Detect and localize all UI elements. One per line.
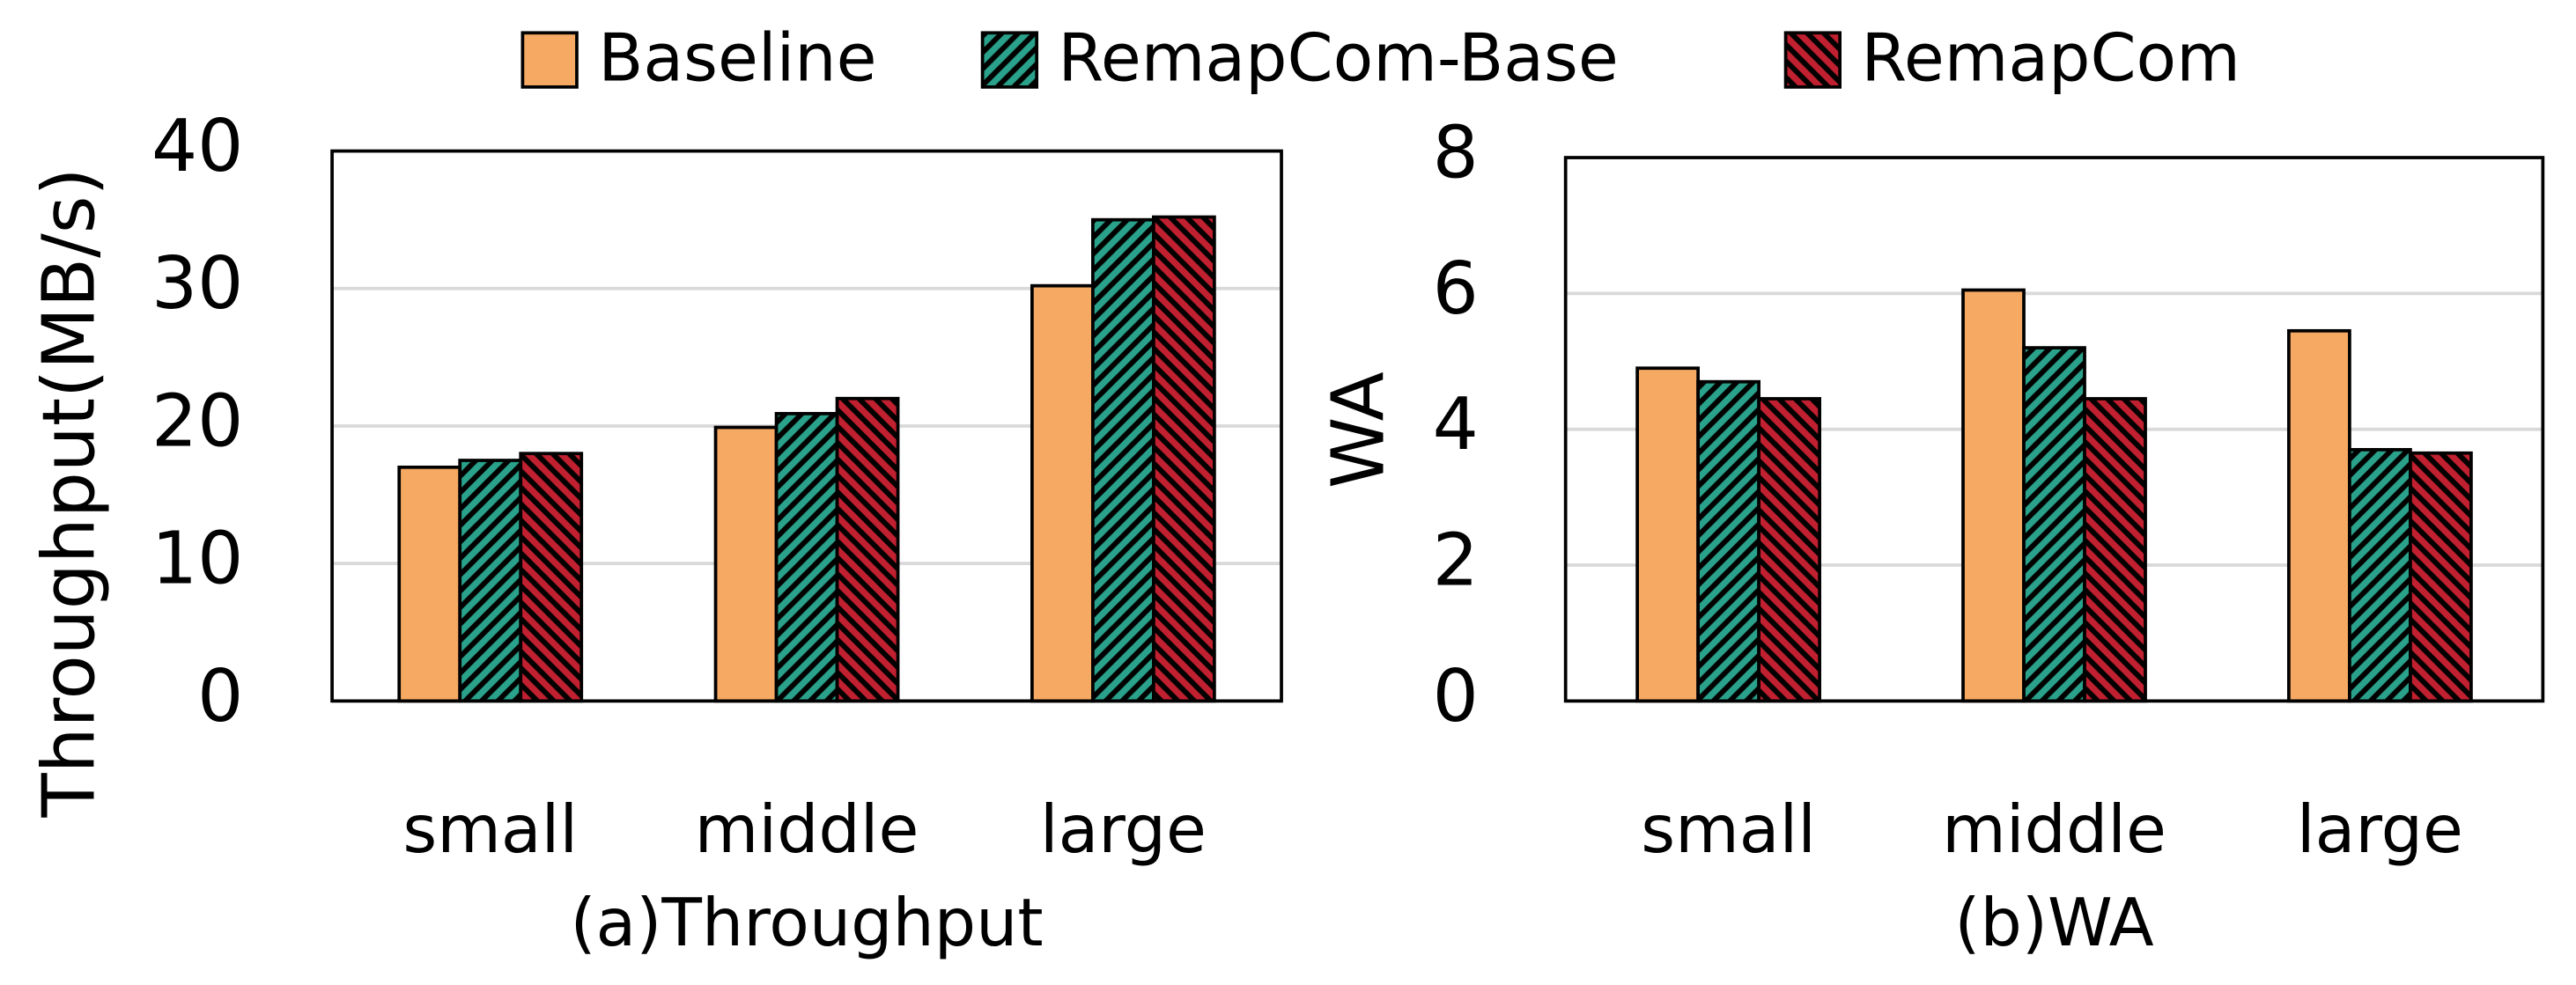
- y-tick-label: 0: [1433, 655, 1479, 739]
- x-tick-label: small: [1641, 791, 1816, 868]
- legend-swatch: [980, 31, 1039, 89]
- y-tick-label: 6: [1433, 247, 1479, 331]
- y-tick-label: 0: [197, 655, 243, 739]
- legend-label: RemapCom: [1861, 19, 2240, 96]
- chart-title: (a)Throughput: [570, 885, 1043, 961]
- y-tick-label: 4: [1433, 383, 1479, 467]
- bar: [1635, 366, 1700, 703]
- x-tick-label: large: [2297, 791, 2463, 868]
- x-tick-label: middle: [1942, 791, 2166, 868]
- bar: [1961, 288, 2026, 703]
- bar: [2409, 451, 2473, 703]
- bar: [1696, 379, 1760, 703]
- y-tick-label: 40: [151, 105, 243, 188]
- x-tick-label: small: [402, 791, 578, 868]
- bar: [519, 452, 584, 703]
- bar: [835, 396, 900, 703]
- legend-swatch: [520, 31, 579, 89]
- legend-label: Baseline: [598, 19, 876, 96]
- bar: [2083, 397, 2147, 703]
- bar: [1030, 283, 1095, 703]
- chart-title: (b)WA: [1954, 885, 2153, 961]
- y-tick-label: 30: [151, 242, 243, 326]
- bar: [458, 459, 523, 703]
- y-tick-label: 2: [1433, 518, 1479, 602]
- bar: [2348, 447, 2412, 703]
- bar: [1757, 397, 1822, 703]
- bar: [1152, 215, 1216, 703]
- x-tick-label: middle: [695, 791, 919, 868]
- y-axis-label: Throughput(MB/s): [28, 167, 112, 818]
- x-tick-label: large: [1040, 791, 1207, 868]
- bar: [774, 412, 839, 703]
- y-tick-label: 20: [151, 379, 243, 463]
- y-tick-label: 10: [151, 518, 243, 601]
- legend-swatch: [1783, 31, 1842, 89]
- bar: [1091, 217, 1155, 703]
- y-tick-label: 8: [1433, 111, 1479, 195]
- bar: [2022, 346, 2086, 703]
- bar: [2287, 328, 2351, 703]
- bar: [713, 425, 779, 703]
- y-axis-label: WA: [1318, 371, 1401, 489]
- bar: [397, 465, 462, 703]
- legend-label: RemapCom-Base: [1058, 19, 1618, 96]
